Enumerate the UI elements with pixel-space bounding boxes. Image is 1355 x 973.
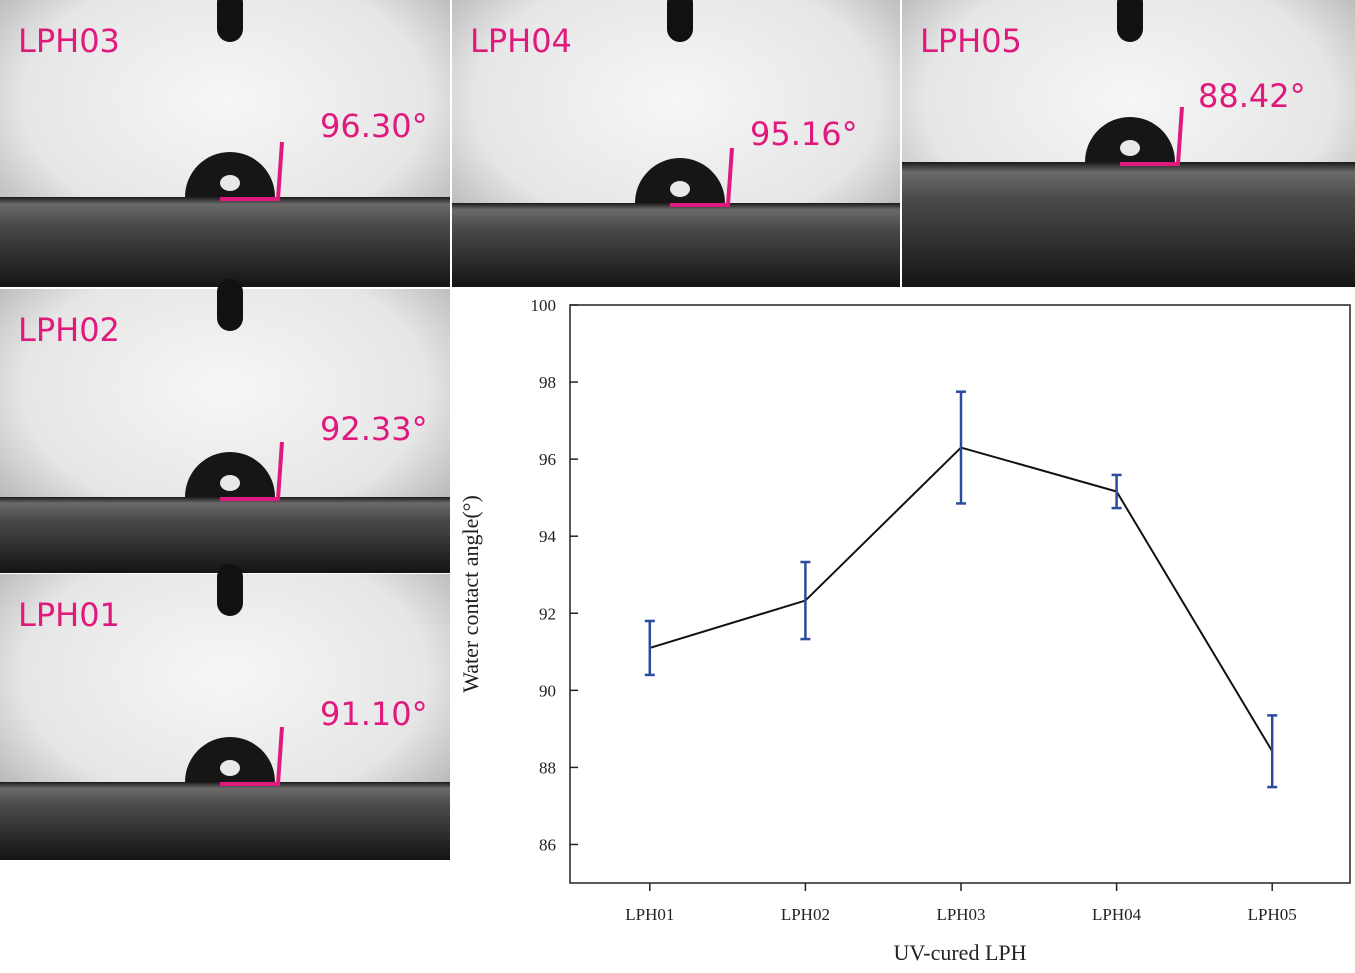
chart: UV-cured LPH Water contact angle(°) 86 88… — [458, 296, 1351, 965]
needle — [217, 279, 243, 331]
contact-angle: 91.10° — [320, 695, 428, 733]
droplet-highlight — [1120, 140, 1140, 156]
contact-angle: 96.30° — [320, 107, 428, 145]
substrate — [0, 782, 450, 860]
plot-frame — [569, 304, 1351, 884]
y-tick-label: 96 — [539, 450, 556, 469]
x-tick-label: LPH04 — [1092, 905, 1142, 924]
substrate — [902, 162, 1355, 287]
droplet-highlight — [220, 175, 240, 191]
x-tick-label: LPH05 — [1248, 905, 1297, 924]
x-tick-label: LPH01 — [625, 905, 674, 924]
y-tick-label: 92 — [539, 604, 556, 623]
error-bar — [1111, 473, 1122, 510]
panel-label: LPH03 — [18, 22, 120, 60]
error-bar — [644, 619, 655, 677]
droplet — [185, 737, 275, 782]
needle — [1117, 0, 1143, 42]
panel-label: LPH01 — [18, 596, 120, 634]
photo-panel: LPH04 95.16° — [452, 0, 900, 287]
droplet — [635, 158, 725, 203]
y-tick-label: 94 — [539, 527, 557, 546]
photo-panel: LPH02 92.33° — [0, 279, 450, 573]
contact-angle: 88.42° — [1198, 77, 1306, 115]
panel-label: LPH05 — [920, 22, 1022, 60]
y-axis-title: Water contact angle(°) — [458, 495, 483, 693]
y-tick-label: 86 — [539, 835, 556, 854]
y-tick-label: 100 — [531, 296, 557, 315]
photo-panel: LPH05 88.42° — [902, 0, 1355, 287]
error-bar — [800, 560, 811, 641]
x-axis-title: UV-cured LPH — [894, 940, 1027, 965]
contact-angle: 95.16° — [750, 115, 858, 153]
photo-panels: LPH03 96.30° LPH04 95.16° LPH05 88.42° LPH02 92… — [0, 0, 1355, 860]
angle-marker — [220, 141, 284, 201]
panel-label: LPH02 — [18, 311, 120, 349]
droplet-highlight — [670, 181, 690, 197]
droplet-highlight — [220, 475, 240, 491]
angle-marker — [220, 726, 284, 786]
photo-panel: LPH01 91.10° — [0, 564, 450, 860]
angle-marker — [220, 441, 284, 501]
angle-marker — [1120, 106, 1184, 166]
x-tick-label: LPH03 — [936, 905, 985, 924]
droplet — [185, 452, 275, 497]
droplet — [1085, 117, 1175, 162]
y-tick-label: 90 — [539, 681, 556, 700]
error-bar — [956, 390, 966, 505]
needle — [667, 0, 693, 42]
droplet — [185, 152, 275, 197]
y-tick-label: 88 — [539, 758, 556, 777]
substrate — [452, 203, 900, 287]
angle-marker — [670, 147, 734, 207]
droplet-highlight — [220, 760, 240, 776]
photo-panel: LPH03 96.30° — [0, 0, 450, 287]
needle — [217, 0, 243, 42]
substrate — [0, 197, 450, 287]
y-tick-label: 98 — [539, 373, 556, 392]
substrate — [0, 497, 450, 573]
contact-angle: 92.33° — [320, 410, 428, 448]
panel-label: LPH04 — [470, 22, 572, 60]
error-bar — [1267, 714, 1278, 789]
x-tick-label: LPH02 — [781, 905, 830, 924]
needle — [217, 564, 243, 616]
